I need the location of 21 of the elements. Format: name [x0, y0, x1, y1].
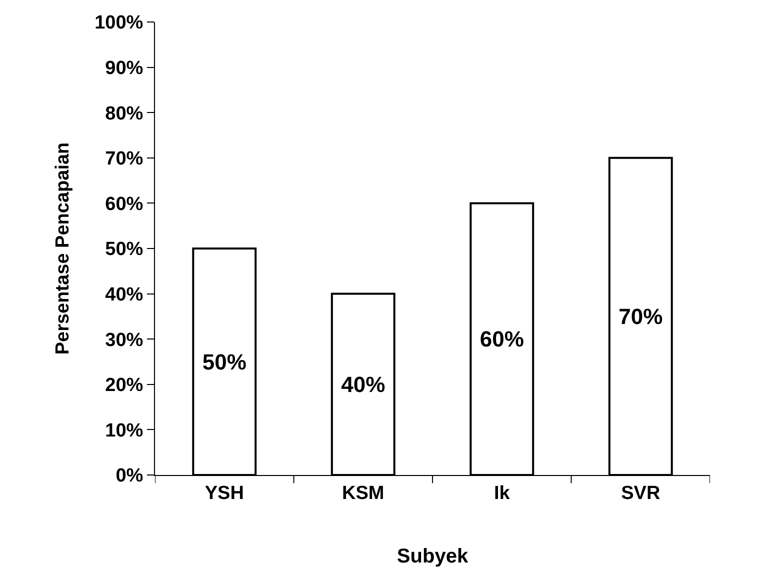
data-label: 40%: [341, 372, 386, 397]
x-tick-label: YSH: [204, 482, 244, 504]
y-tick-label: 40%: [105, 284, 144, 306]
y-tick-label: 70%: [105, 148, 144, 170]
y-tick-label: 30%: [105, 330, 144, 351]
x-tick-label: SVR: [621, 482, 660, 504]
y-tick-label: 80%: [105, 103, 144, 124]
y-tick-label: 20%: [105, 375, 144, 396]
y-tick-label: 100%: [94, 12, 144, 34]
data-label: 60%: [480, 326, 524, 352]
y-tick-label: 90%: [105, 58, 144, 79]
data-label: 70%: [618, 304, 663, 329]
x-tick-label: KSM: [342, 482, 384, 504]
y-tick-label: 0%: [116, 466, 144, 487]
x-tick-label: Ik: [494, 482, 510, 504]
y-axis-title: Persentase Pencapaian: [52, 142, 74, 355]
data-label: 50%: [202, 349, 246, 374]
y-tick-label: 50%: [105, 239, 144, 260]
x-axis-title: Subyek: [396, 545, 469, 568]
y-tick-label: 60%: [105, 194, 144, 215]
y-tick-label: 10%: [105, 420, 144, 442]
